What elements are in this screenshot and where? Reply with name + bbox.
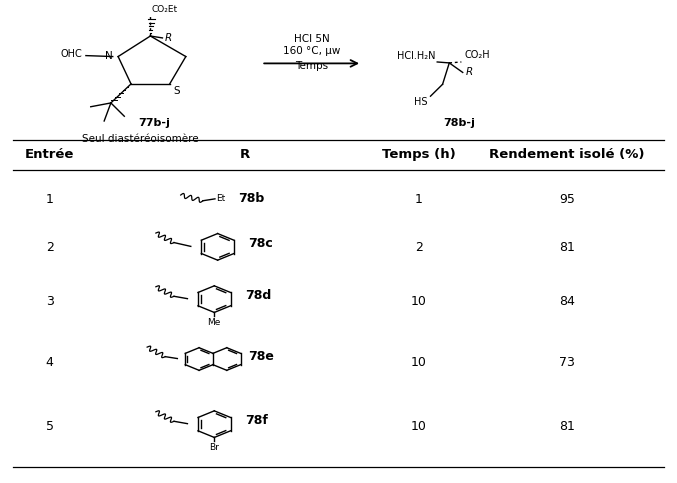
Text: 78b: 78b [238,192,264,205]
Text: OHC: OHC [61,49,83,59]
Text: Entrée: Entrée [25,148,74,161]
Text: CO₂H: CO₂H [464,50,489,60]
Text: HS: HS [414,97,428,107]
Text: Me: Me [208,318,221,327]
Text: 2: 2 [46,241,53,254]
Text: 10: 10 [411,296,427,309]
Text: Seul diastéréoisomère: Seul diastéréoisomère [82,134,199,144]
Text: 160 °C, μw: 160 °C, μw [283,46,341,56]
Text: S: S [174,86,180,96]
Text: Br: Br [209,443,219,452]
Text: 73: 73 [559,356,575,369]
Text: 1: 1 [415,193,423,206]
Text: R: R [240,148,250,161]
Text: 5: 5 [46,421,53,433]
Text: Temps (h): Temps (h) [383,148,456,161]
Text: 78f: 78f [245,414,268,427]
Text: 10: 10 [411,356,427,369]
Text: N: N [105,51,113,61]
Text: 77b-j: 77b-j [138,118,170,128]
Text: 78c: 78c [248,237,274,250]
Text: CO₂Et: CO₂Et [152,5,178,14]
Text: Rendement isolé (%): Rendement isolé (%) [489,148,645,161]
Text: 81: 81 [559,421,575,433]
Text: 95: 95 [559,193,575,206]
Text: 84: 84 [559,296,575,309]
Text: 81: 81 [559,241,575,254]
Text: 78e: 78e [248,350,274,363]
Text: 3: 3 [46,296,53,309]
Text: 2: 2 [415,241,423,254]
Text: Temps: Temps [295,60,328,71]
Text: 10: 10 [411,421,427,433]
Text: R: R [466,68,473,77]
Text: 78d: 78d [245,289,271,302]
Text: HCl 5N: HCl 5N [294,34,330,44]
Text: 1: 1 [46,193,53,206]
Text: Et: Et [216,194,225,203]
Text: R: R [165,33,173,43]
Text: 4: 4 [46,356,53,369]
Text: HCl.H₂N: HCl.H₂N [397,51,435,60]
Text: 78b-j: 78b-j [443,118,475,128]
